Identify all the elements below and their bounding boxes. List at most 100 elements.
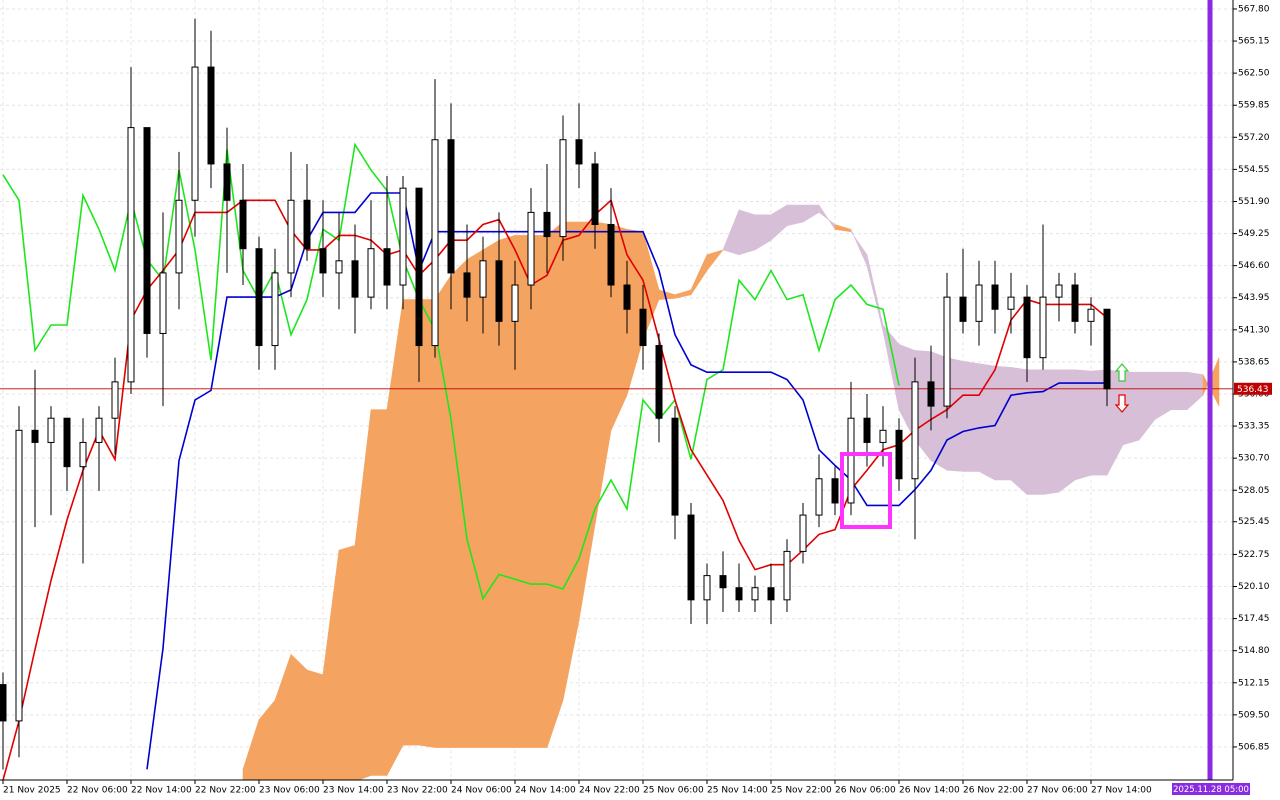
candle-body: [1055, 284, 1063, 298]
candle-body: [1071, 284, 1079, 322]
candle-body: [831, 478, 839, 504]
candle-body: [895, 429, 903, 480]
tenkan-line: [2, 198, 1108, 780]
x-tick-label: 22 Nov 22:00: [195, 786, 256, 796]
candle-body: [95, 417, 103, 443]
x-tick-label: 25 Nov 14:00: [707, 786, 768, 796]
candle-body: [735, 587, 743, 601]
candle-body: [623, 284, 631, 310]
candle-body: [863, 417, 871, 443]
candle-body: [271, 272, 279, 347]
cloud-segment: [370, 409, 388, 776]
candle-body: [447, 139, 455, 274]
x-tick-label: 27 Nov 06:00: [1027, 786, 1088, 796]
y-tick-label: 520.10: [1238, 582, 1270, 592]
chikou-line: [2, 142, 900, 601]
y-tick-label: 543.95: [1238, 293, 1270, 303]
y-tick-label: 551.90: [1238, 197, 1270, 207]
candle-body: [159, 272, 167, 334]
axes: 567.80 565.15 562.50 559.85 557.20 554.55 551.…: [2, 4, 1270, 796]
y-tick-label: 554.55: [1238, 165, 1270, 175]
candle-body: [703, 575, 711, 601]
y-tick-label: 565.15: [1238, 37, 1270, 47]
candle-body: [591, 163, 599, 225]
candle-body: [239, 199, 247, 250]
time-label-box: [1172, 783, 1250, 795]
cloud-segment: [1010, 367, 1028, 496]
x-tick-label: 23 Nov 14:00: [323, 786, 384, 796]
candle-body: [671, 417, 679, 516]
x-tick-label: 26 Nov 06:00: [835, 786, 896, 796]
candle-body: [335, 260, 343, 274]
x-tick-label: 22 Nov 14:00: [131, 786, 192, 796]
candle-body: [287, 199, 295, 274]
candle-body: [783, 550, 791, 601]
candle-body: [63, 417, 71, 468]
price-label-box: [1234, 382, 1272, 395]
x-tick-label: 23 Nov 22:00: [387, 786, 448, 796]
candle-body: [975, 284, 983, 322]
candle-body: [911, 381, 919, 480]
y-tick-label: 512.15: [1238, 678, 1270, 688]
candle-body: [687, 514, 695, 601]
x-tick-label: 25 Nov 06:00: [643, 786, 704, 796]
highlight-box: [840, 452, 892, 529]
cloud-segment: [466, 249, 484, 748]
x-tick-label: 26 Nov 22:00: [963, 786, 1024, 796]
x-tick-label: 22 Nov 06:00: [67, 786, 128, 796]
x-tick-label: 24 Nov 14:00: [515, 786, 576, 796]
candle-body: [543, 211, 551, 238]
y-tick-label: 546.60: [1238, 261, 1270, 271]
candle-body: [879, 429, 887, 443]
candle-body: [223, 163, 231, 201]
y-tick-label: 506.85: [1238, 742, 1270, 752]
candle-body: [175, 199, 183, 274]
candle-body: [527, 211, 535, 286]
candle-body: [815, 478, 823, 516]
x-tick-label: 27 Nov 14:00: [1091, 786, 1152, 796]
cloud-segment: [738, 209, 756, 256]
candle-body: [559, 139, 567, 238]
candles: [0, 18, 1111, 770]
y-tick-label: 514.80: [1238, 646, 1270, 656]
candle-body: [495, 260, 503, 322]
y-tick-label: 549.25: [1238, 229, 1270, 239]
x-tick-label: 26 Nov 14:00: [899, 786, 960, 796]
candle-body: [1103, 308, 1111, 390]
cloud-segment: [562, 221, 580, 701]
y-tick-label: 517.45: [1238, 614, 1270, 624]
price-label: 536.43: [1237, 385, 1269, 395]
candle-body: [991, 284, 999, 310]
y-tick-label: 538.65: [1238, 357, 1270, 367]
y-tick-label: 509.50: [1238, 710, 1270, 720]
cloud-segment: [1058, 369, 1076, 493]
cloud-segment: [786, 204, 804, 227]
candle-body: [303, 199, 311, 250]
candle-body: [847, 417, 855, 504]
candle-body: [575, 139, 583, 165]
cloud-segment: [962, 360, 980, 472]
candle-body: [383, 248, 391, 286]
price-labels: 2025.11.28 05:00 536.43: [1172, 382, 1272, 795]
up-arrow: [1114, 363, 1130, 382]
time-label: 2025.11.28 05:00: [1173, 785, 1249, 795]
candle-body: [0, 684, 7, 722]
cloud-segment: [706, 249, 724, 272]
y-tick-label: 541.30: [1238, 325, 1270, 335]
candle-body: [1023, 296, 1031, 359]
y-tick-label: 567.80: [1238, 4, 1270, 14]
candle-body: [927, 381, 935, 407]
x-tick-label: 24 Nov 06:00: [451, 786, 512, 796]
cloud-segment: [546, 221, 564, 748]
x-tick-label: 23 Nov 06:00: [259, 786, 320, 796]
candle-body: [415, 187, 423, 347]
cloud-segment: [450, 258, 468, 748]
candle-body: [15, 429, 23, 722]
candle-body: [143, 127, 151, 334]
cloud-segment: [1074, 369, 1092, 481]
cloud-segment: [338, 544, 356, 780]
x-tick-label: 25 Nov 22:00: [771, 786, 832, 796]
candle-body: [479, 260, 487, 298]
y-tick-label: 528.05: [1238, 486, 1270, 496]
